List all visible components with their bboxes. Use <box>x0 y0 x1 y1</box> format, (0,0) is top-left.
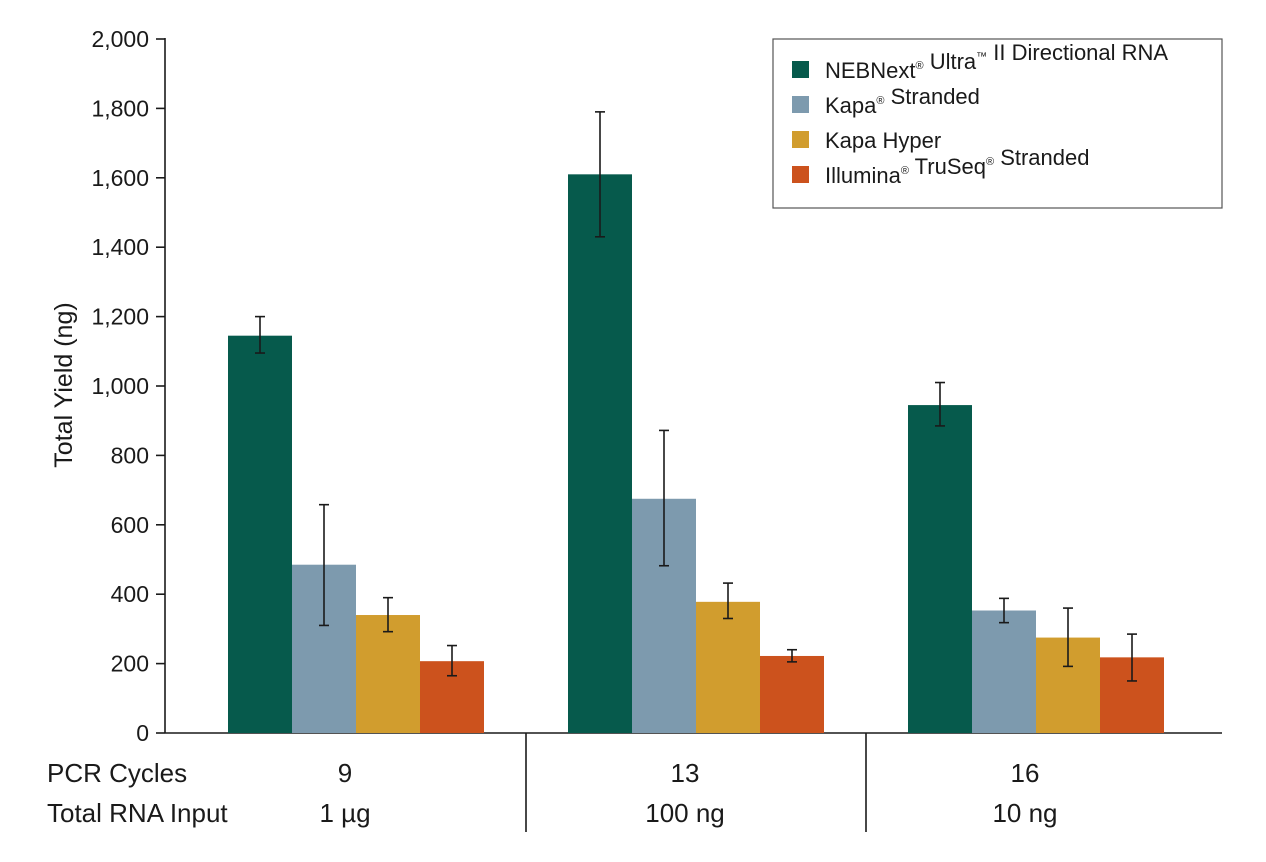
pcr-cycles-label: 9 <box>338 758 352 788</box>
rna-input-label: 100 ng <box>645 798 725 828</box>
error-bar <box>723 582 733 620</box>
legend-item: Kapa® Stranded <box>792 84 980 118</box>
bars <box>228 174 1164 733</box>
row-label: Total RNA Input <box>47 798 228 828</box>
bar <box>228 335 292 733</box>
bar <box>696 601 760 733</box>
legend: NEBNext® Ultra™ II Directional RNAKapa® … <box>772 38 1223 209</box>
error-bar <box>659 429 669 567</box>
error-bars <box>255 111 1137 682</box>
bar <box>908 405 972 733</box>
category-labels: PCR Cycles Total RNA Input 9 1 µg 13 100 ng 16… <box>47 733 1058 832</box>
row-label: PCR Cycles <box>47 758 187 788</box>
legend-swatch <box>792 131 809 148</box>
legend-swatch <box>792 96 809 113</box>
error-bar <box>447 644 457 677</box>
y-tick-label: 2,000 <box>91 26 149 52</box>
bar <box>568 174 632 733</box>
error-bar <box>935 381 945 427</box>
legend-box <box>772 38 1223 209</box>
error-bar <box>595 111 605 238</box>
rna-input-label: 10 ng <box>992 798 1057 828</box>
y-tick-label: 1,000 <box>91 373 149 399</box>
y-tick-label: 600 <box>111 512 149 538</box>
y-axis: 0 200 400 600 800 1,000 1,200 1,400 1,600 1,800 2,… <box>91 26 1222 746</box>
bar <box>972 610 1036 733</box>
y-tick-label: 1,400 <box>91 234 149 260</box>
error-bar <box>383 596 393 633</box>
y-tick-label: 800 <box>111 442 149 468</box>
legend-label: Illumina® TruSeq® Stranded <box>825 145 1089 188</box>
y-tick-label: 1,600 <box>91 165 149 191</box>
y-tick-label: 0 <box>136 720 149 746</box>
bar <box>760 655 824 733</box>
y-tick-label: 400 <box>111 581 149 607</box>
error-bar <box>255 315 265 354</box>
y-tick-label: 1,800 <box>91 95 149 121</box>
legend-label: Kapa Hyper <box>825 128 941 153</box>
bar <box>356 615 420 733</box>
legend-swatch <box>792 166 809 183</box>
legend-label: NEBNext® Ultra™ II Directional RNA <box>825 40 1168 83</box>
rna-input-label: 1 µg <box>319 798 370 828</box>
error-bar <box>1127 633 1137 682</box>
pcr-cycles-label: 13 <box>671 758 700 788</box>
y-tick-label: 200 <box>111 651 149 677</box>
legend-item: Kapa Hyper <box>792 128 941 153</box>
pcr-cycles-label: 16 <box>1011 758 1040 788</box>
legend-label: Kapa® Stranded <box>825 84 980 118</box>
error-bar <box>319 503 329 627</box>
legend-swatch <box>792 61 809 78</box>
y-axis-title: Total Yield (ng) <box>50 302 78 467</box>
error-bar <box>787 648 797 663</box>
error-bar <box>1063 607 1073 668</box>
error-bar <box>999 597 1009 624</box>
legend-item: NEBNext® Ultra™ II Directional RNA <box>792 40 1168 83</box>
y-tick-label: 1,200 <box>91 304 149 330</box>
legend-item: Illumina® TruSeq® Stranded <box>792 145 1089 188</box>
